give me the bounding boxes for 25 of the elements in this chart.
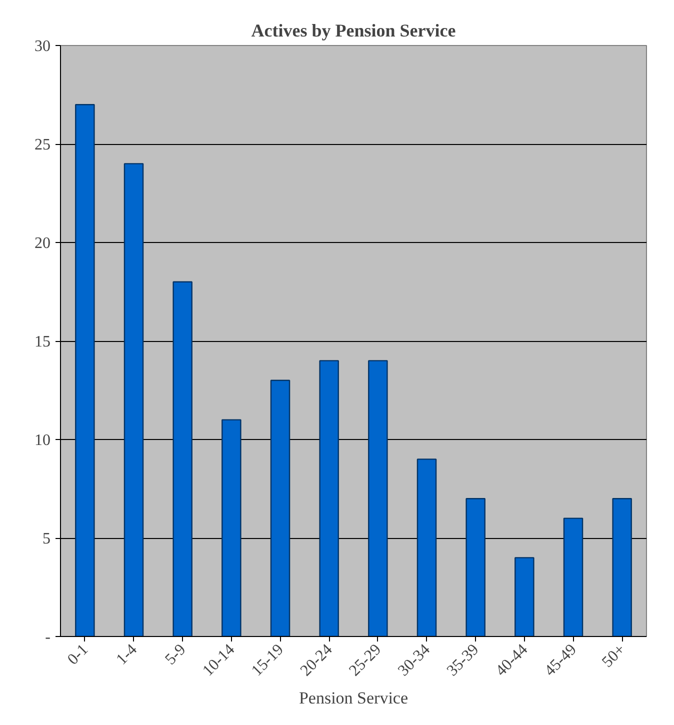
bar bbox=[172, 281, 192, 636]
y-tick-label: 15 bbox=[34, 334, 50, 350]
bar bbox=[416, 458, 437, 636]
y-tick-label: 10 bbox=[34, 432, 50, 449]
chart-title: Actives by Pension Service bbox=[251, 20, 456, 40]
y-tick-label: 5 bbox=[42, 530, 50, 548]
y-tick-label: 20 bbox=[34, 235, 50, 252]
bar bbox=[514, 557, 534, 636]
bar bbox=[124, 163, 144, 636]
bar bbox=[612, 498, 632, 636]
y-tick-label: 25 bbox=[34, 136, 50, 154]
x-tick-label: 50+ bbox=[599, 641, 629, 671]
bar bbox=[563, 518, 584, 636]
bar bbox=[368, 360, 388, 636]
bar bbox=[466, 498, 486, 636]
x-tick-label: 5-9 bbox=[162, 641, 190, 668]
bar bbox=[222, 419, 242, 636]
x-axis-title: Pension Service bbox=[298, 688, 408, 708]
bar bbox=[270, 380, 290, 636]
bar bbox=[75, 104, 95, 636]
bar bbox=[319, 360, 339, 636]
y-tick-label: - bbox=[45, 629, 50, 646]
y-tick-label: 30 bbox=[34, 38, 50, 55]
x-tick-label: 0-1 bbox=[64, 641, 92, 668]
x-tick-label: 1-4 bbox=[113, 641, 140, 668]
